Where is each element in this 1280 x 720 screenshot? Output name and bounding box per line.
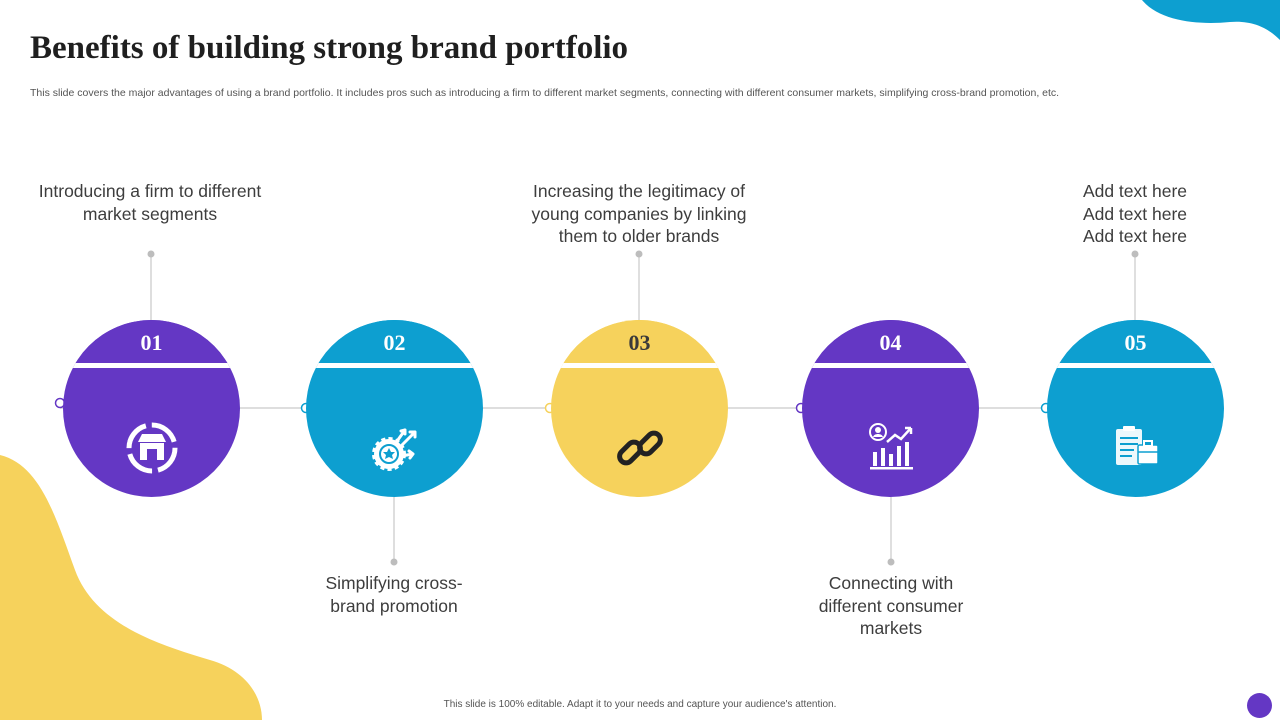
- slide-title: Benefits of building strong brand portfo…: [30, 30, 629, 66]
- step-cap: [306, 320, 483, 363]
- store-icon: [126, 422, 177, 474]
- step-number: 02: [383, 330, 406, 355]
- step-circle-02: 02: [306, 320, 483, 497]
- step-divider: [1047, 363, 1224, 368]
- corner-dot: [1247, 693, 1272, 718]
- slide-footer: This slide is 100% editable. Adapt it to…: [443, 699, 837, 710]
- growth-chart-icon: [868, 423, 913, 470]
- step-cap: [802, 320, 979, 363]
- top-right-blob: [1142, 0, 1280, 40]
- stem-dot: [1131, 250, 1139, 258]
- stem-dot: [887, 558, 895, 566]
- stem-dot: [635, 250, 643, 258]
- step-cap: [63, 320, 240, 363]
- slide-subtitle: This slide covers the major advantages o…: [30, 87, 1060, 99]
- step-label-01: Introducing a firm to different market s…: [38, 181, 262, 224]
- link-icon: [616, 430, 663, 466]
- step-label-03: Increasing the legitimacy of young compa…: [531, 181, 747, 246]
- blob-shape: [1142, 0, 1280, 40]
- step-circle-04: 04: [802, 320, 979, 497]
- step-divider: [306, 363, 483, 368]
- step-number: 03: [628, 330, 651, 355]
- bottom-left-blob: [0, 455, 262, 720]
- step-cap: [551, 320, 728, 363]
- growth-badge-icon: [371, 428, 416, 471]
- step-divider: [63, 363, 240, 368]
- stem-dot: [147, 250, 155, 258]
- step-label-02: Simplifying cross-brand promotion: [325, 573, 463, 616]
- step-cap: [1047, 320, 1224, 363]
- step-label-04: Connecting with different consumer marke…: [818, 573, 964, 638]
- blob-shape: [0, 455, 262, 720]
- step-number: 05: [1124, 330, 1147, 355]
- step-label-05: Add text here Add text here Add text her…: [1082, 181, 1188, 246]
- step-circle-03: 03: [551, 320, 728, 497]
- step-divider: [551, 363, 728, 368]
- step-circle-05: 05: [1047, 320, 1224, 497]
- stem-dot: [390, 558, 398, 566]
- step-number: 04: [879, 330, 902, 355]
- step-divider: [802, 363, 979, 368]
- step-circle-01: 01: [63, 320, 240, 497]
- step-number: 01: [140, 330, 163, 355]
- documents-icon: [1115, 426, 1159, 465]
